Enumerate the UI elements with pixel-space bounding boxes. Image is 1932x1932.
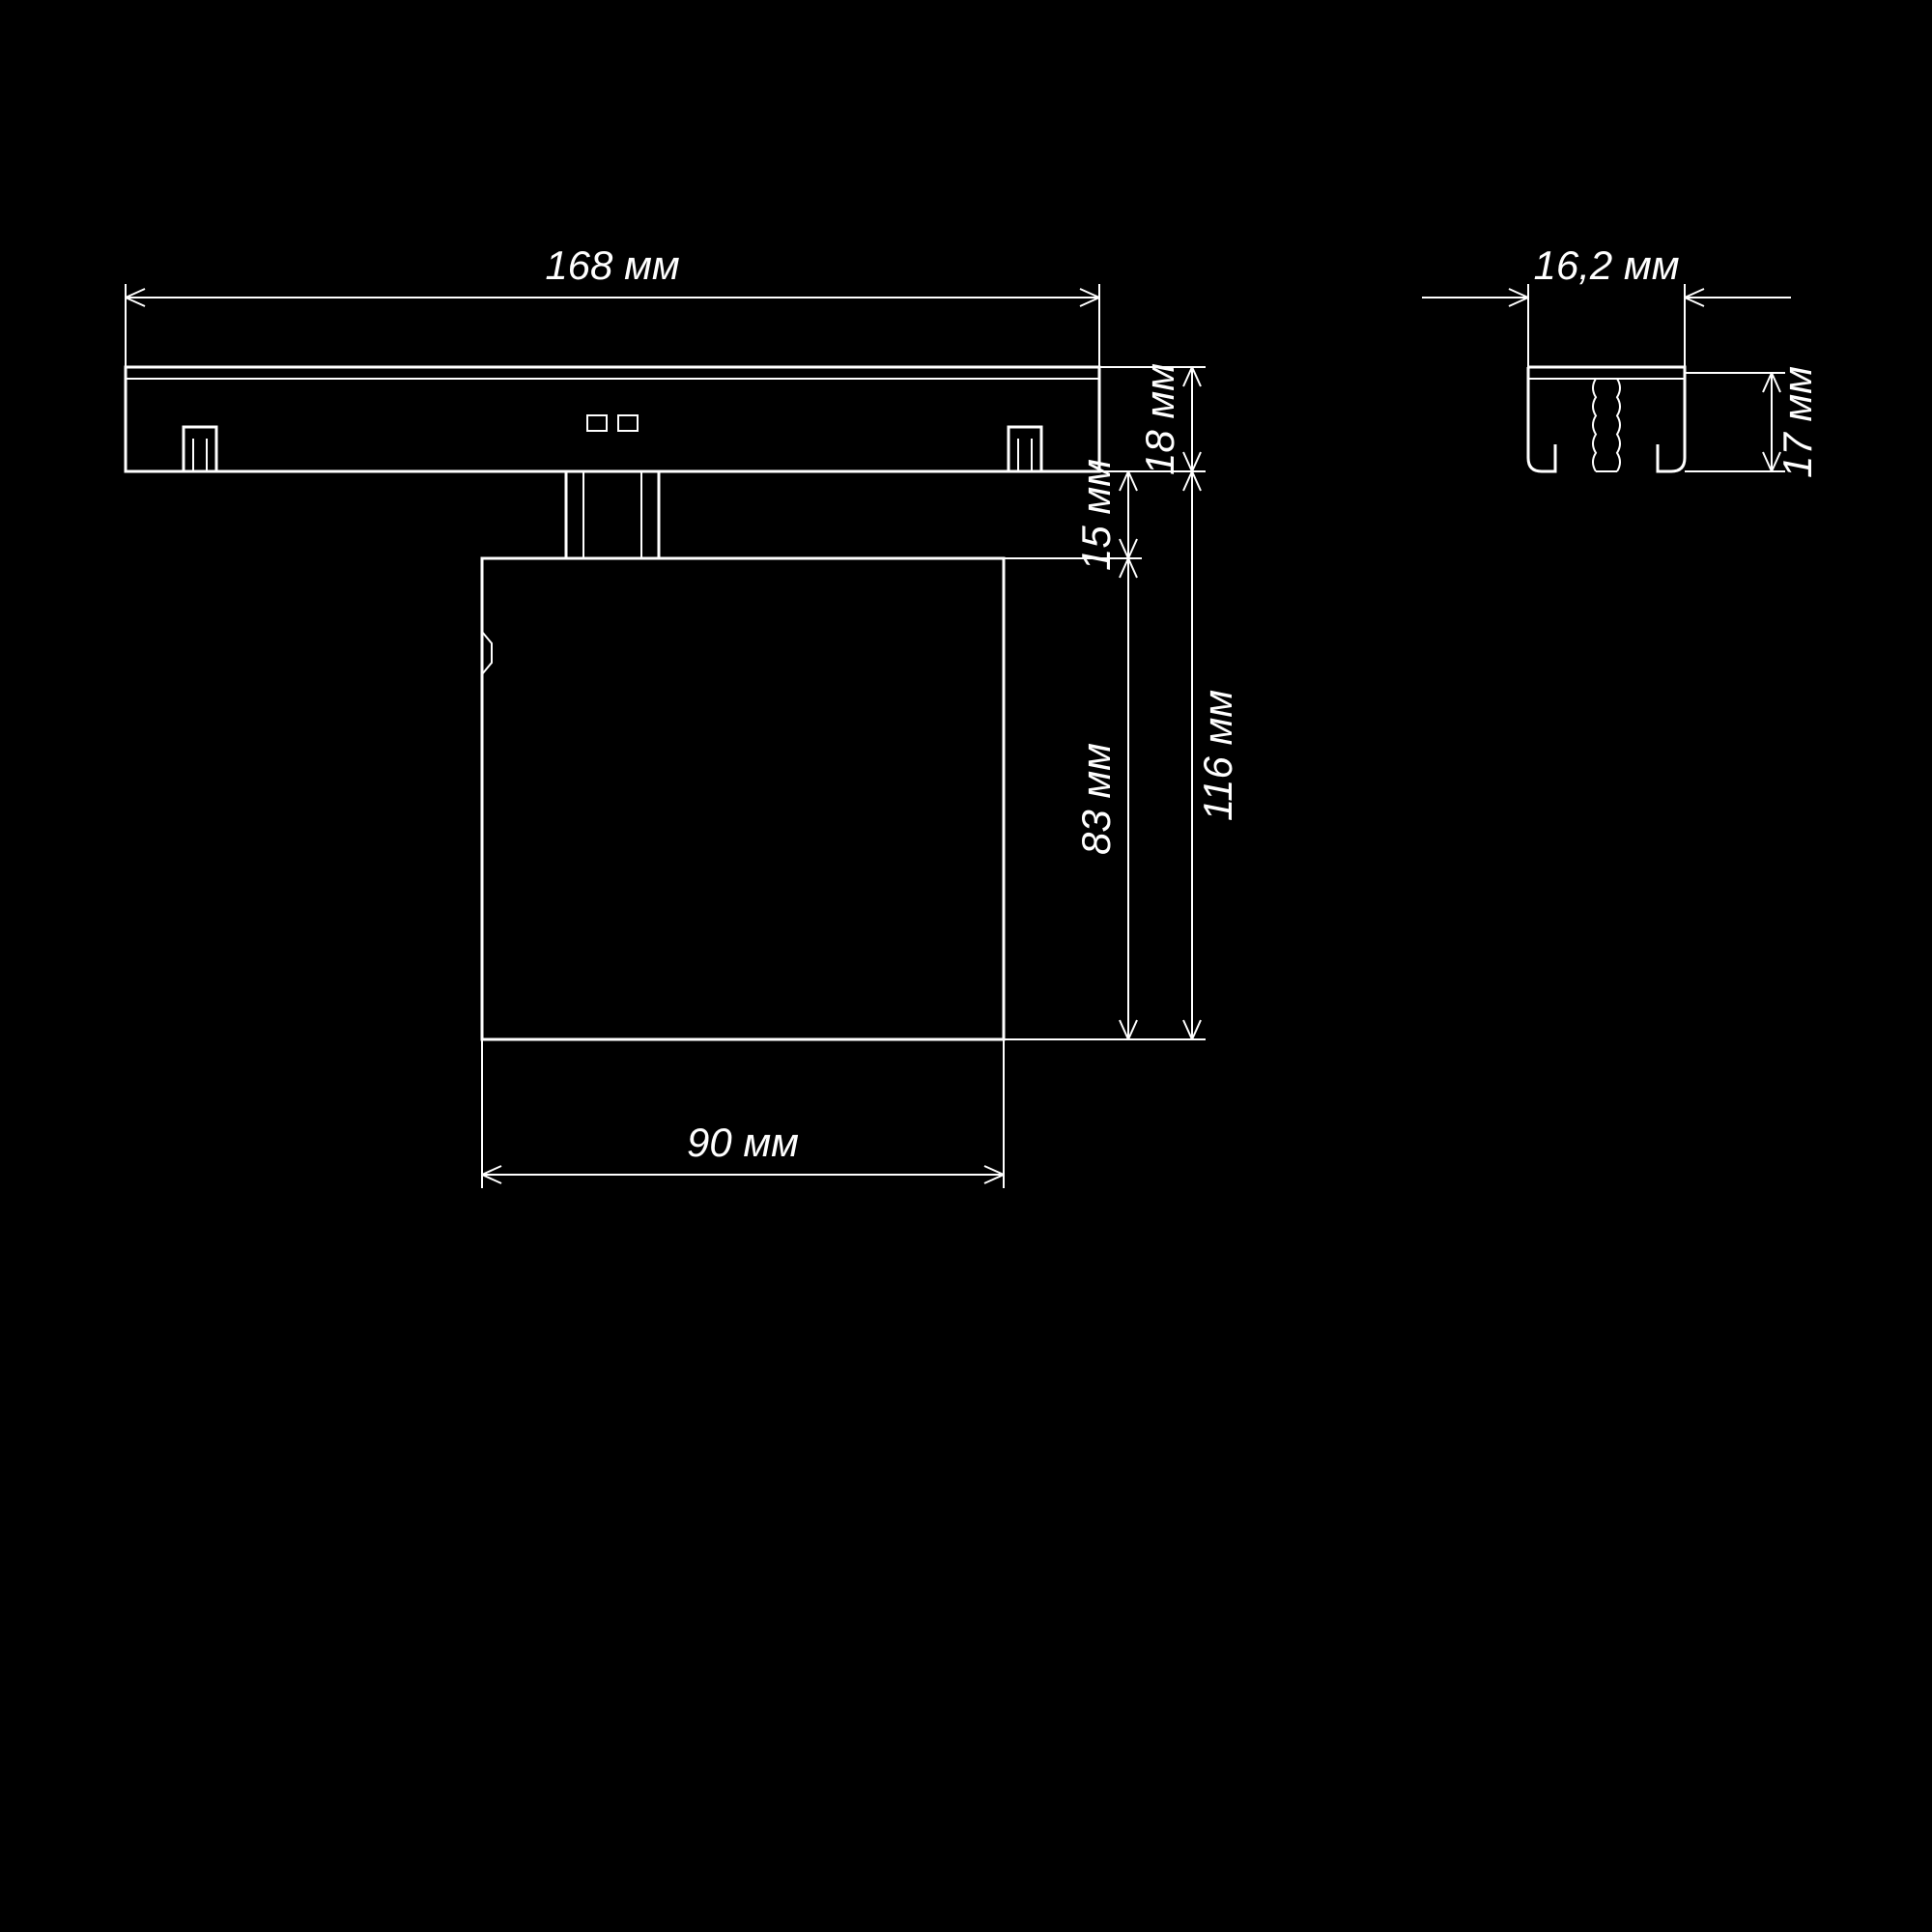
svg-text:83 мм: 83 мм xyxy=(1073,743,1119,855)
side-view: 16,2 мм 17 мм xyxy=(1422,242,1820,478)
svg-text:116 мм: 116 мм xyxy=(1195,690,1240,821)
svg-text:18 мм: 18 мм xyxy=(1137,363,1182,475)
svg-text:16,2 мм: 16,2 мм xyxy=(1534,242,1680,288)
svg-text:17 мм: 17 мм xyxy=(1775,366,1820,478)
technical-drawing: 168 мм90 мм18 мм15 мм83 мм116 мм16,2 мм1… xyxy=(0,0,1932,1932)
svg-text:90 мм: 90 мм xyxy=(687,1120,799,1165)
front-view: 168 мм 90 мм 18 мм 15 мм 83 мм 116 мм xyxy=(126,242,1240,1188)
svg-text:168 мм: 168 мм xyxy=(545,242,679,288)
svg-text:15 мм: 15 мм xyxy=(1073,459,1119,571)
